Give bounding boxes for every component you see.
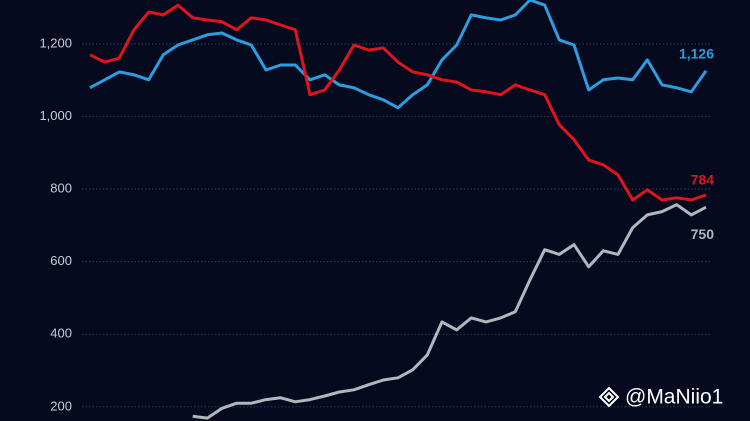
y-tick-label: 1,000: [39, 108, 72, 123]
y-tick-label: 200: [50, 398, 72, 413]
y-tick-label: 400: [50, 326, 72, 341]
y-tick-label: 1,200: [39, 35, 72, 50]
end-label: 784: [691, 172, 715, 188]
watermark-icon: [598, 386, 620, 408]
y-tick-label: 800: [50, 181, 72, 196]
watermark: @MaNiio1: [625, 386, 723, 409]
line-series: [192, 203, 707, 420]
line-series: [89, 0, 708, 110]
line-series: [89, 3, 707, 202]
end-label: 750: [691, 226, 715, 242]
y-tick-label: 600: [50, 253, 72, 268]
end-label: 1,126: [679, 45, 714, 61]
